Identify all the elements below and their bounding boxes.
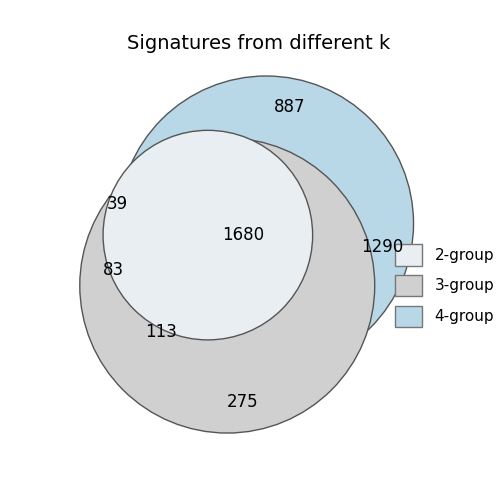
Legend: 2-group, 3-group, 4-group: 2-group, 3-group, 4-group	[390, 239, 499, 332]
Text: 83: 83	[103, 261, 124, 279]
Circle shape	[80, 138, 374, 433]
Text: 113: 113	[145, 323, 177, 341]
Text: 887: 887	[274, 98, 305, 116]
Text: 1680: 1680	[222, 226, 264, 244]
Text: 39: 39	[107, 195, 128, 213]
Circle shape	[103, 131, 312, 340]
Title: Signatures from different k: Signatures from different k	[127, 34, 390, 53]
Text: 275: 275	[227, 393, 259, 411]
Circle shape	[118, 76, 413, 371]
Text: 1290: 1290	[361, 238, 404, 256]
